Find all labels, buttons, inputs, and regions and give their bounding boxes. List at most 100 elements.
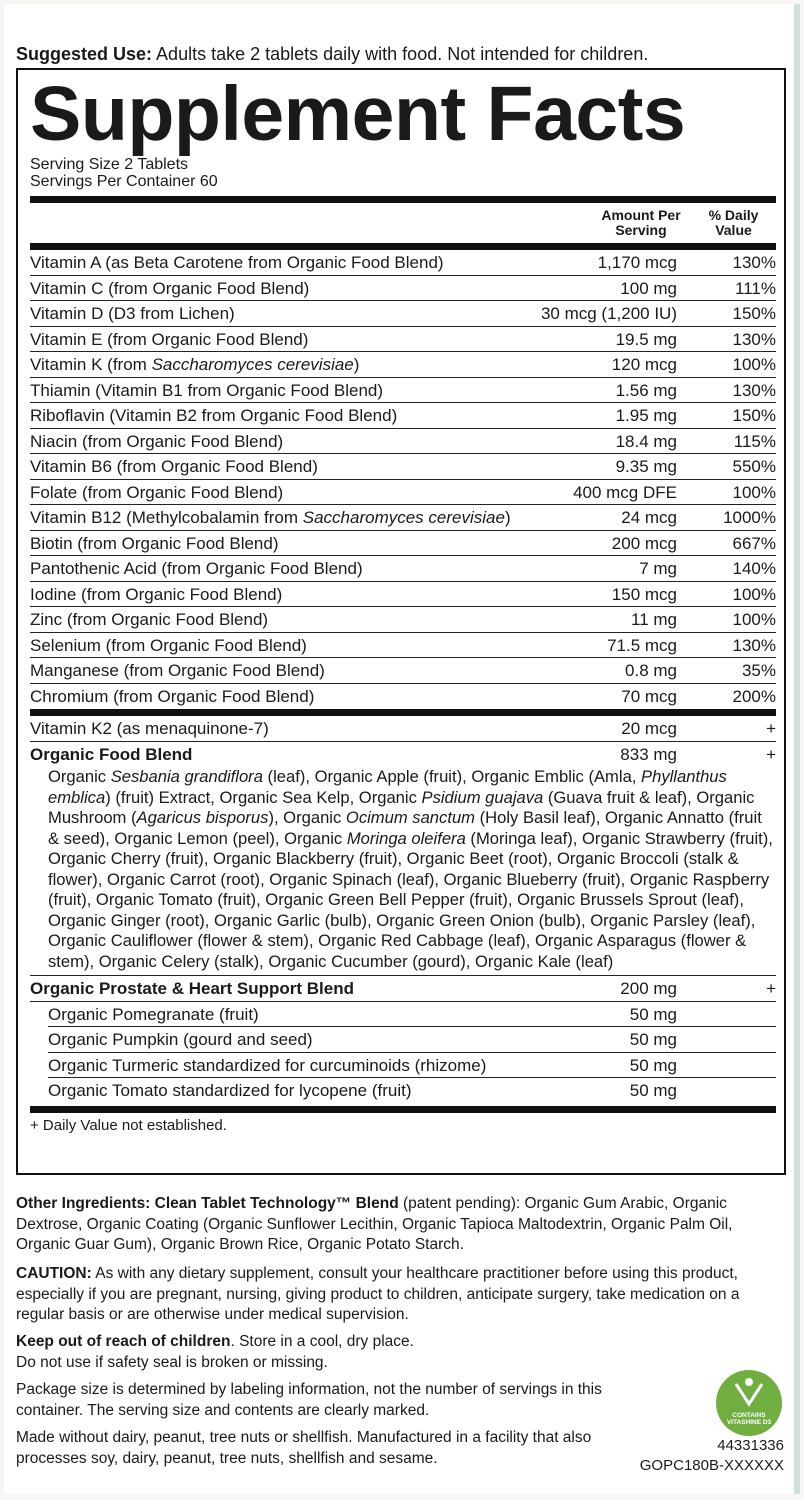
amount: 100 mg	[620, 278, 677, 298]
daily-value: 130%	[732, 329, 776, 349]
text-segment: ) (fruit) Extract, Organic Sea Kelp, Org…	[105, 787, 422, 807]
code: 44331336	[717, 1437, 784, 1454]
text-segment: Moringa oleifera	[346, 828, 466, 848]
text-segment: Vitamin B6 (from Organic Food Blend)	[30, 457, 318, 476]
text-segment: Organic Turmeric standardized for curcum…	[48, 1055, 487, 1075]
daily-value: +	[766, 744, 776, 764]
amount: 833 mg	[620, 744, 677, 764]
fact-row: Vitamin C (from Organic Food Blend) 100 m…	[30, 276, 776, 301]
amount: 200 mg	[620, 979, 677, 998]
text-segment: Biotin (from Organic Food Blend)	[30, 533, 279, 553]
amount: 1,170 mcg	[597, 253, 677, 272]
rule	[30, 709, 776, 716]
daily-value: 100%	[732, 355, 776, 374]
nutrient-name: Iodine (from Organic Food Blend)	[30, 582, 527, 607]
allergen-note: Made without dairy, peanut, tree nuts or…	[16, 1429, 592, 1467]
daily-value: 667%	[732, 533, 776, 553]
serving-size: Serving Size 2 Tablets	[30, 156, 189, 173]
nutrient-name: Vitamin D (D3 from Lichen)	[30, 301, 527, 326]
nutrient-name: Folate (from Organic Food Blend)	[30, 480, 527, 505]
daily-value: 200%	[732, 686, 776, 706]
fact-row: Chromium (from Organic Food Blend) 70 mcg…	[30, 684, 776, 710]
fact-row: Riboflavin (Vitamin B2 from Organic Food…	[30, 403, 776, 429]
rule	[30, 196, 776, 203]
badge-icon	[734, 1378, 764, 1407]
nutrient-name: Manganese (from Organic Food Blend)	[30, 658, 527, 683]
text-segment: ), Organic	[268, 808, 346, 827]
text-segment: Thiamin (Vitamin B1 from Organic Food Bl…	[30, 380, 384, 400]
text-segment: Manganese (from Organic Food Blend)	[30, 661, 325, 680]
amount: 50 mg	[629, 1081, 677, 1100]
nutrient-name: Vitamin A (as Beta Carotene from Organic…	[30, 250, 527, 275]
fact-row: Pantothenic Acid (from Organic Food Blen…	[30, 556, 776, 582]
amount: 50 mg	[629, 1004, 677, 1024]
text-segment: )	[504, 508, 511, 527]
text-segment: Ocimum sanctum	[345, 808, 475, 827]
caution-text: As with any dietary supplement, consult …	[16, 1265, 740, 1323]
fact-row: Zinc (from Organic Food Blend) 11 mg 100%	[30, 607, 776, 633]
text-segment: Pantothenic Acid (from Organic Food Blen…	[30, 559, 363, 578]
facts-title: Supplement Facts	[30, 71, 686, 157]
text-segment: Agaricus bisporus	[136, 808, 269, 827]
fact-row: Vitamin A (as Beta Carotene from Organic…	[30, 250, 776, 276]
text-segment: Vitamin A (as Beta Carotene from Organic…	[30, 253, 444, 272]
badge-line2: VITASHINE D3	[726, 1419, 772, 1426]
daily-value: +	[766, 719, 776, 738]
nutrient-name: Vitamin B6 (from Organic Food Blend)	[30, 454, 527, 479]
fact-row: Vitamin K2 (as menaquinone-7) 20 mcg +	[30, 716, 776, 742]
text-segment: Psidium guajava	[421, 787, 544, 807]
fact-row: Organic Food Blend 833 mg +	[30, 742, 776, 768]
daily-value: 150%	[732, 406, 776, 425]
text-segment: Selenium (from Organic Food Blend)	[30, 635, 307, 655]
badge-line1: CONTAINS	[732, 1412, 766, 1419]
fact-row: Organic Prostate & Heart Support Blend 20…	[30, 976, 776, 1002]
daily-value: 140%	[732, 559, 776, 578]
nutrient-name: Zinc (from Organic Food Blend)	[30, 607, 527, 632]
text-segment: Saccharomyces cerevisiae	[151, 355, 354, 374]
daily-value: 100%	[732, 482, 776, 502]
amount: 200 mcg	[611, 533, 677, 553]
table-header: Amount Per Serving % Daily Value	[30, 203, 776, 243]
daily-value-empty	[677, 1027, 776, 1052]
daily-value-empty	[677, 1078, 776, 1104]
vitashine-badge: CONTAINS VITASHINE D3	[716, 1370, 782, 1436]
suggested-use: Suggested Use: Adults take 2 tablets dai…	[16, 44, 648, 65]
text-segment: (Holy Basil leaf), Organic Annatto (frui…	[48, 808, 762, 848]
text-segment: Vitamin B12 (Methylcobalamin from	[30, 508, 303, 527]
codes: 44331336 GOPC180B-XXXXXX	[640, 1436, 784, 1476]
amount: 20 mcg	[621, 719, 677, 738]
caution-label: CAUTION:	[16, 1265, 92, 1282]
blend-ingredients: Organic Sesbania grandiflora (leaf), Org…	[30, 767, 776, 976]
caution: CAUTION: As with any dietary supplement,…	[16, 1264, 746, 1326]
storage-text: . Store in a cool, dry place.	[230, 1333, 414, 1350]
text-segment: Iodine (from Organic Food Blend)	[30, 584, 283, 604]
nutrient-name: Selenium (from Organic Food Blend)	[30, 633, 527, 658]
rule	[30, 1105, 776, 1113]
text-segment: (Moringa leaf), Organic Strawberry (frui…	[48, 828, 773, 971]
fact-row: Organic Turmeric standardized for curcum…	[48, 1053, 776, 1078]
text-segment: Phyllanthus emblica	[48, 767, 727, 807]
footnote: + Daily Value not established.	[30, 1116, 227, 1134]
nutrient-name: Vitamin K (from Saccharomyces cerevisiae…	[30, 352, 527, 377]
nutrient-name: Pantothenic Acid (from Organic Food Blen…	[30, 556, 527, 581]
fact-row: Selenium (from Organic Food Blend) 71.5 m…	[30, 633, 776, 658]
fact-row: Iodine (from Organic Food Blend) 150 mcg 1…	[30, 582, 776, 607]
nutrient-name: Organic Turmeric standardized for curcum…	[48, 1053, 527, 1078]
fact-row: Thiamin (Vitamin B1 from Organic Food Bl…	[30, 378, 776, 403]
text-segment: )	[353, 355, 360, 374]
text-segment: (Guava fruit & leaf), Organic Mushroom (	[48, 787, 755, 828]
nutrient-name: Organic Pomegranate (fruit)	[48, 1002, 527, 1027]
nutrient-name: Biotin (from Organic Food Blend)	[30, 531, 527, 556]
text-segment: Vitamin C (from Organic Food Blend)	[30, 278, 310, 298]
amount: 71.5 mcg	[607, 635, 677, 655]
nutrient-name: Vitamin K2 (as menaquinone-7)	[30, 716, 527, 741]
fact-row: Organic Tomato standardized for lycopene…	[48, 1078, 776, 1104]
daily-value: 111%	[735, 278, 776, 298]
daily-value: 130%	[732, 253, 776, 272]
amount: 120 mcg	[611, 355, 677, 374]
daily-value: 550%	[732, 457, 776, 476]
package-note: Package size is determined by labeling i…	[16, 1381, 602, 1419]
amount: 30 mcg (1,200 IU)	[540, 304, 677, 323]
text-segment: (leaf), Organic Apple (fruit), Organic E…	[262, 767, 642, 786]
